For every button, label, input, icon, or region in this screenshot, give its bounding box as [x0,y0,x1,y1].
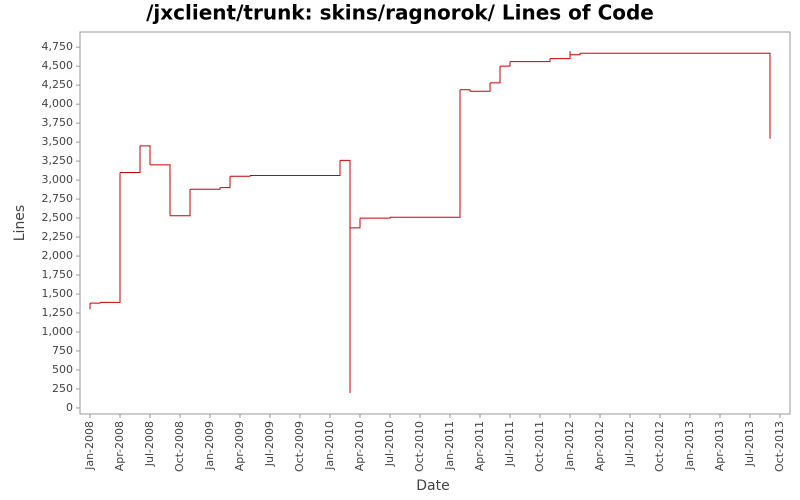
y-tick-label: 4,000 [42,97,74,110]
x-tick-label: Apr-2012 [593,421,606,471]
y-tick-label: 2,750 [42,192,74,205]
y-tick-label: 750 [52,344,73,357]
x-tick-label: Apr-2010 [353,421,366,471]
step-segment [120,151,141,173]
x-tick-label: Oct-2013 [773,421,786,472]
step-segment [140,145,151,149]
y-tick-label: 3,250 [42,154,74,167]
step-segment [490,73,501,84]
y-tick-label: 3,500 [42,135,74,148]
step-segment [470,82,491,92]
y-tick-label: 2,000 [42,249,74,262]
y-tick-label: 4,750 [42,40,74,53]
x-tick-label: Apr-2011 [473,421,486,471]
x-tick-label: Jul-2013 [743,421,756,467]
x-tick-label: Oct-2012 [653,421,666,472]
chart-title: /jxclient/trunk: skins/ragnorok/ Lines o… [146,1,654,25]
y-tick-label: 1,750 [42,268,74,281]
y-tick-label: 0 [66,401,73,414]
step-segment [170,189,191,217]
x-tick-label: Jul-2011 [503,421,516,467]
x-tick-label: Jul-2009 [263,421,276,467]
step-segment [220,176,231,189]
y-tick-label: 3,750 [42,116,74,129]
x-tick-label: Jan-2013 [683,421,696,471]
y-tick-label: 3,000 [42,173,74,186]
step-segment [460,89,471,92]
x-tick-label: Jan-2011 [443,421,456,471]
step-segment [350,218,361,229]
step-segment [190,187,221,190]
y-tick-label: 4,250 [42,78,74,91]
step-segment [340,159,351,235]
y-tick-label: 500 [52,363,73,376]
x-tick-label: Oct-2011 [533,421,546,472]
x-tick-label: Oct-2008 [173,421,186,472]
y-tick-label: 1,000 [42,325,74,338]
x-tick-label: Apr-2009 [233,421,246,471]
step-segment [390,89,461,218]
y-tick-label: 250 [52,382,73,395]
x-tick-label: Jan-2012 [563,421,576,471]
x-tick-label: Apr-2013 [713,421,726,471]
y-axis-label: Lines [12,205,28,241]
step-segment [510,58,551,63]
x-tick-label: Apr-2008 [113,421,126,471]
x-tick-label: Jan-2010 [323,421,336,471]
x-tick-label: Oct-2010 [413,421,426,472]
plot-area [79,31,791,415]
x-axis-label: Date [416,478,449,494]
x-tick-label: Jan-2008 [83,421,96,471]
x-tick-label: Jul-2012 [623,421,636,467]
step-segment [570,53,581,56]
step-segment [250,160,341,177]
x-tick-label: Jan-2009 [203,421,216,471]
step-segment [500,61,511,67]
y-tick-label: 4,500 [42,59,74,72]
y-tick-label: 2,250 [42,230,74,243]
x-tick-label: Jul-2010 [383,421,396,467]
y-tick-label: 2,500 [42,211,74,224]
x-tick-label: Oct-2009 [293,421,306,472]
step-segment [580,52,771,139]
y-tick-label: 1,500 [42,287,74,300]
y-tick-label: 1,250 [42,306,74,319]
step-segment [150,164,171,216]
x-tick-label: Jul-2008 [143,421,156,467]
